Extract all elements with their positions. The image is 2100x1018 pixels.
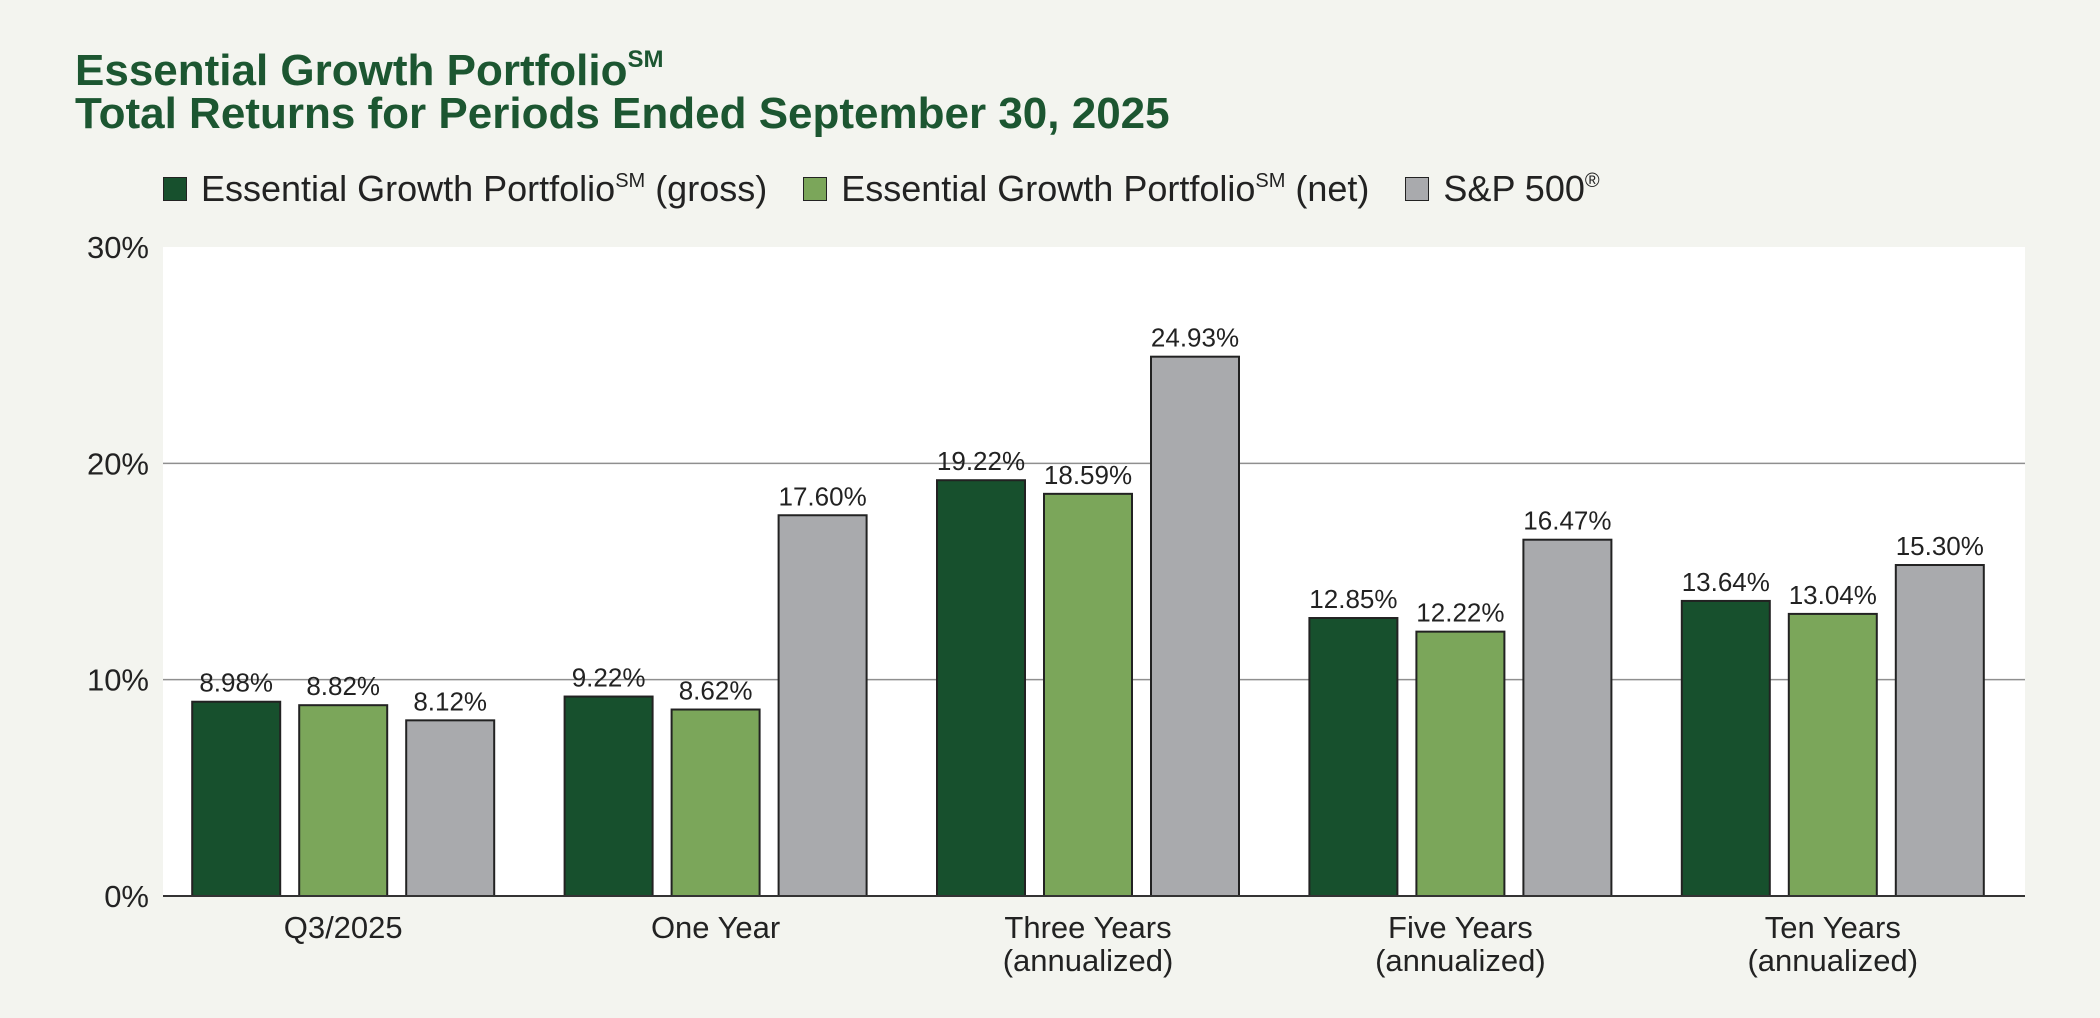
bar [563, 695, 654, 897]
legend-swatch-gross [163, 177, 187, 201]
data-label: 19.22% [937, 446, 1025, 476]
legend-item-net: Essential Growth PortfolioSM (net) [803, 168, 1369, 210]
y-tick-label: 0% [104, 879, 149, 914]
data-label: 15.30% [1896, 531, 1984, 561]
data-label: 8.62% [679, 676, 753, 706]
chart-title-line-2: Total Returns for Periods Ended Septembe… [75, 89, 1170, 138]
bar [1787, 612, 1878, 897]
bar [1308, 617, 1399, 897]
legend-swatch-sp500 [1405, 177, 1430, 201]
legend-item-sp500: S&P 500® [1405, 168, 1600, 210]
data-label: 16.47% [1523, 506, 1611, 536]
data-label: 12.22% [1416, 598, 1504, 628]
data-label: 8.98% [199, 668, 273, 698]
bar [298, 704, 389, 897]
bar [1680, 599, 1771, 897]
bar [1894, 564, 1985, 897]
bar [1415, 630, 1506, 898]
x-category-label: One Year [651, 910, 780, 945]
data-label: 8.12% [413, 686, 487, 716]
x-category-label: Ten Years (annualized) [1747, 910, 1918, 978]
data-label: 8.82% [306, 671, 380, 701]
chart-legend: Essential Growth PortfolioSM (gross) Ess… [163, 163, 1636, 215]
data-label: 13.04% [1789, 580, 1877, 610]
legend-label-net: Essential Growth PortfolioSM (net) [841, 168, 1370, 209]
data-label: 12.85% [1309, 584, 1397, 614]
bar [777, 514, 868, 898]
x-category-label: Q3/2025 [284, 910, 403, 945]
data-label: 9.22% [572, 663, 646, 693]
bar [1150, 355, 1240, 897]
bar [405, 719, 496, 898]
legend-label-gross: Essential Growth PortfolioSM (gross) [201, 168, 768, 209]
data-label: 18.59% [1044, 460, 1132, 490]
chart-title-line-1: Essential Growth PortfolioSM [75, 46, 664, 95]
data-label: 24.93% [1151, 323, 1239, 353]
legend-swatch-net [803, 177, 828, 201]
data-label: 13.64% [1682, 567, 1770, 597]
data-label: 17.60% [779, 481, 867, 511]
legend-label-sp500: S&P 500® [1443, 168, 1600, 209]
y-tick-label: 10% [87, 663, 149, 698]
y-tick-label: 20% [87, 446, 149, 481]
x-category-label: Three Years (annualized) [1003, 910, 1174, 978]
bar [1522, 538, 1613, 897]
bar [191, 700, 282, 897]
x-category-label: Five Years (annualized) [1375, 910, 1546, 978]
legend-item-gross: Essential Growth PortfolioSM (gross) [163, 168, 767, 210]
y-tick-label: 30% [87, 230, 149, 265]
bar [670, 708, 761, 898]
bar [1043, 492, 1133, 897]
bar [936, 479, 1026, 897]
